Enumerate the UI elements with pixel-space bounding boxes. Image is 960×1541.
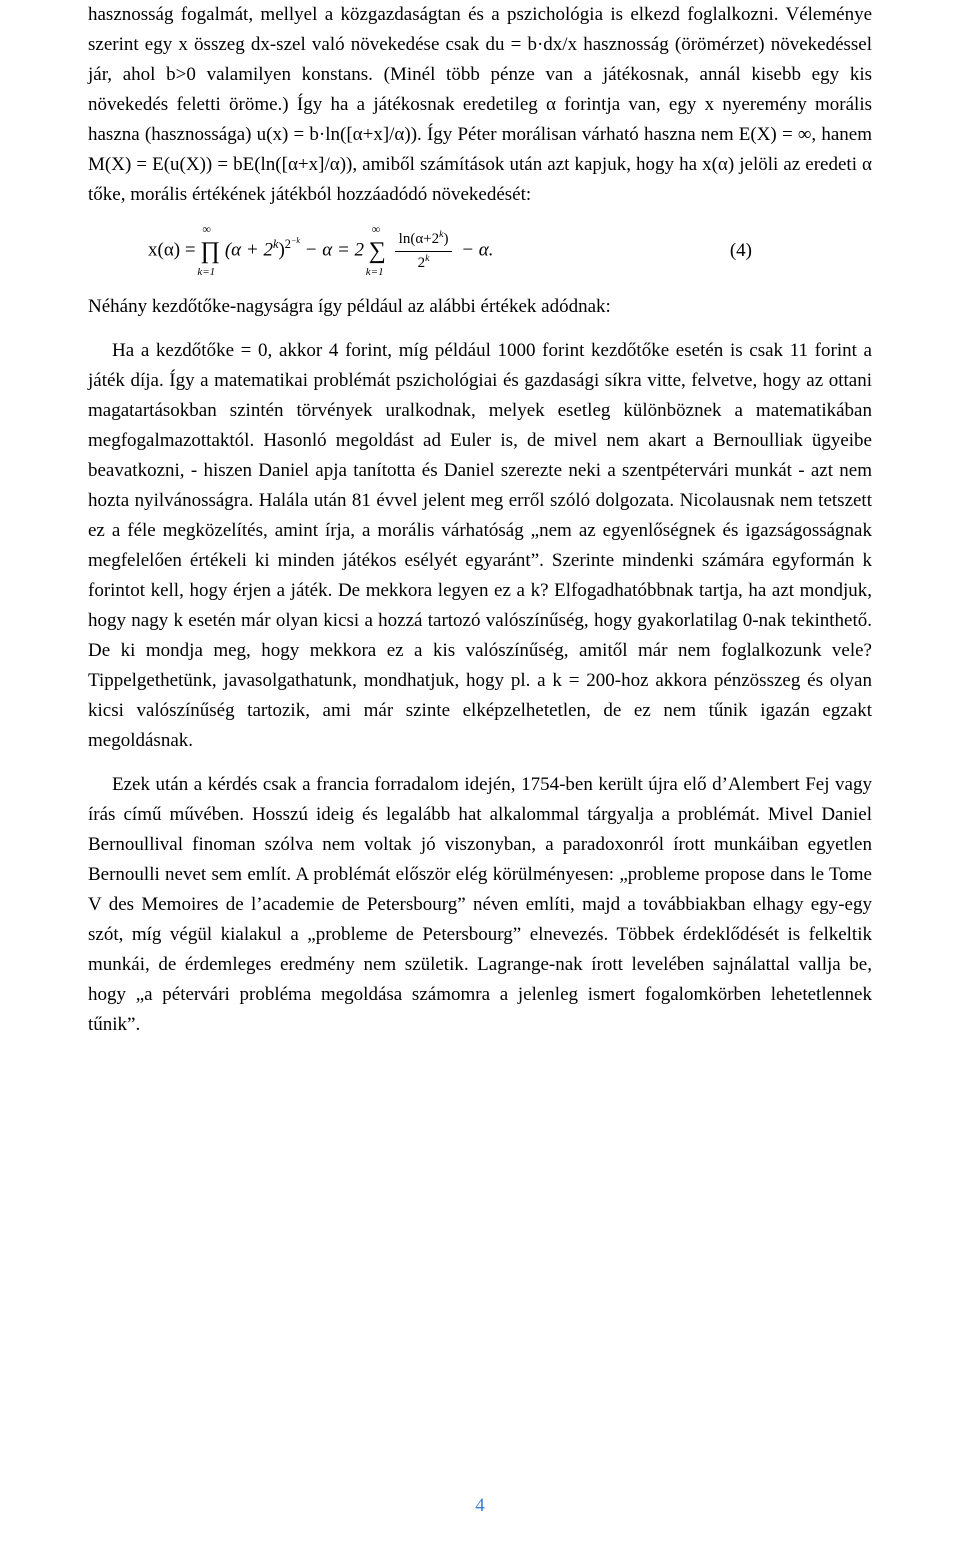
paragraph-4: Ezek után a kérdés csak a francia forrad…	[88, 770, 872, 1040]
frac-num-a: ln⁡(α+2	[399, 231, 439, 247]
frac-num-b: )	[443, 231, 448, 247]
sum-symbol: ∞ ∑ k=1	[369, 233, 386, 269]
prod-body-open: (α + 2	[225, 239, 273, 260]
equation-number: (4)	[730, 237, 752, 266]
page-number: 4	[88, 1495, 872, 1517]
sum-upper-limit: ∞	[372, 220, 381, 238]
prod-exp-neg-k: −k	[291, 236, 300, 245]
paragraph-3: Ha a kezdőtőke = 0, akkor 4 forint, míg …	[88, 336, 872, 756]
prod-symbol: ∞ ∏ k=1	[200, 233, 220, 269]
frac-den-k: k	[425, 253, 429, 264]
prod-lower-limit: k=1	[197, 264, 215, 281]
formula-block: x(α) = ∞ ∏ k=1 (α + 2k)2−k − α = 2 ∞ ∑ k…	[148, 228, 872, 274]
paragraph-2: Néhány kezdőtőke-nagyságra így például a…	[88, 292, 872, 322]
paragraph-1: hasznosság fogalmát, mellyel a közgazdas…	[88, 0, 872, 210]
formula-tail: − α.	[461, 239, 493, 260]
sum-lower-limit: k=1	[366, 264, 384, 281]
formula-minus-alpha-eq: − α = 2	[305, 239, 369, 260]
prod-upper-limit: ∞	[202, 220, 211, 238]
fraction: ln⁡(α+2k) 2k	[395, 228, 453, 274]
formula-prefix: x(α) =	[148, 239, 200, 260]
formula-expression: x(α) = ∞ ∏ k=1 (α + 2k)2−k − α = 2 ∞ ∑ k…	[148, 228, 494, 274]
page-container: hasznosság fogalmát, mellyel a közgazdas…	[0, 0, 960, 1541]
